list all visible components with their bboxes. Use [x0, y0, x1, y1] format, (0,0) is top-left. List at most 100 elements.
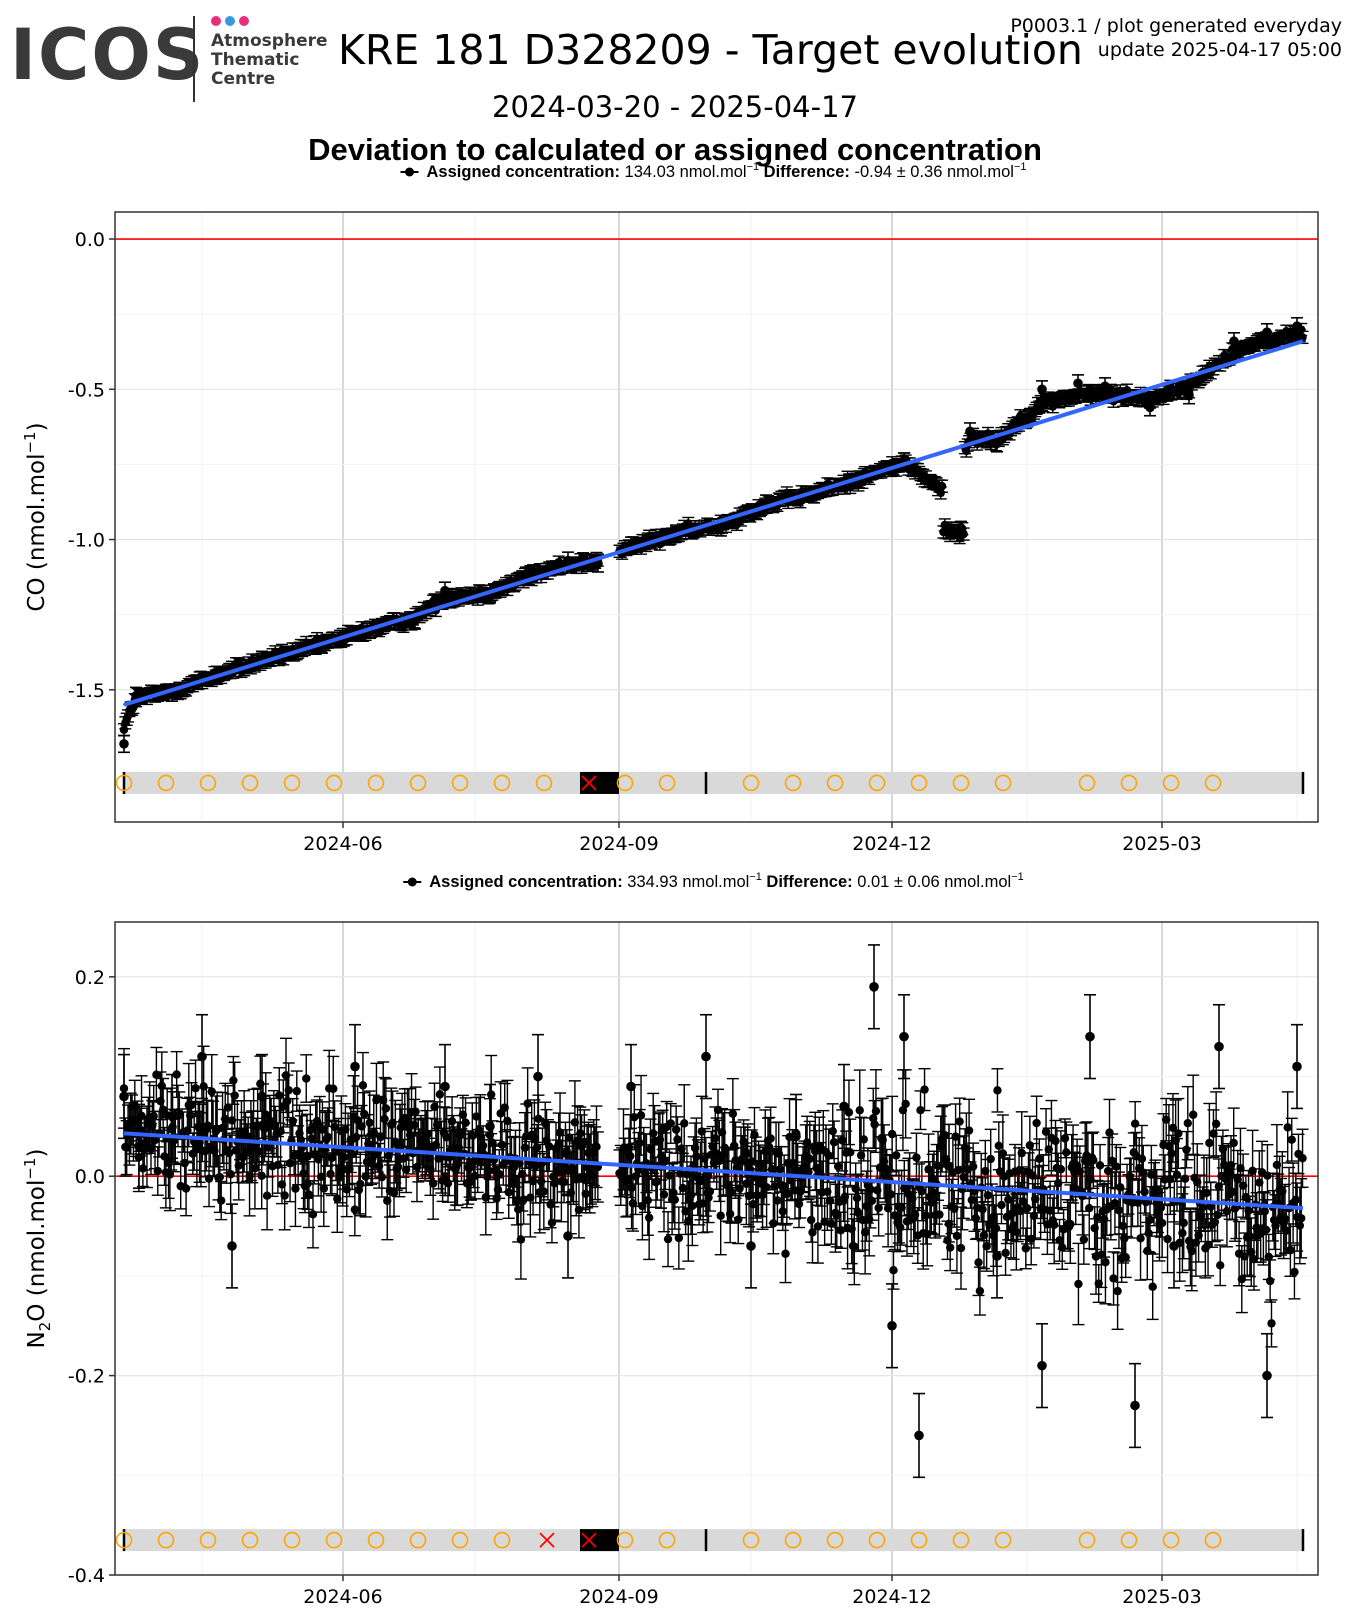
- data-point: [487, 1090, 496, 1099]
- x-tick-label: 2025-03: [1122, 833, 1201, 855]
- data-point: [360, 1109, 369, 1119]
- data-point: [308, 1210, 318, 1219]
- x-tick-label: 2024-12: [852, 833, 931, 855]
- data-point: [339, 1152, 349, 1162]
- legend-diff-label: Difference:: [762, 873, 857, 891]
- y-tick-label: -1.5: [68, 680, 105, 702]
- data-point: [327, 1153, 337, 1163]
- y-tick-label: -1.0: [68, 530, 105, 552]
- data-point: [381, 1104, 391, 1113]
- plot-id: P0003.1 / plot generated everyday: [1010, 15, 1342, 37]
- x-tick-label: 2024-06: [303, 833, 382, 855]
- data-point: [226, 1170, 235, 1179]
- legend-diff-label: Difference:: [759, 163, 854, 181]
- data-point: [410, 615, 420, 626]
- data-point: [495, 1169, 504, 1179]
- data-point: [531, 1161, 540, 1170]
- data-point: [319, 1184, 328, 1193]
- plot-info: P0003.1 / plot generated everyday update…: [1010, 14, 1342, 62]
- data-point: [1184, 390, 1194, 401]
- data-point: [428, 1179, 438, 1188]
- data-point: [350, 1205, 360, 1214]
- legend-assigned-value: 334.93 nmol.mol: [627, 873, 749, 891]
- data-point: [138, 1164, 148, 1173]
- x-tick-label: 2024-09: [579, 833, 658, 855]
- flag-circle: [1120, 774, 1138, 792]
- data-point: [447, 1117, 457, 1126]
- legend-key-point: [407, 877, 417, 887]
- logo-subtext: Atmosphere Thematic Centre: [211, 32, 328, 89]
- flag-circle: [1162, 774, 1180, 792]
- legend-key-point: [405, 167, 415, 177]
- plot-area: [115, 922, 1318, 1575]
- logo-subtext-line: Centre: [211, 69, 276, 89]
- data-point: [250, 1164, 260, 1173]
- data-point: [1037, 384, 1047, 395]
- flag-circle: [199, 774, 217, 792]
- data-point: [393, 1162, 403, 1172]
- data-point: [504, 1188, 513, 1197]
- logo-dot: [225, 16, 235, 26]
- data-point: [149, 1111, 158, 1121]
- data-cloud: [118, 316, 1309, 754]
- data-point: [521, 570, 531, 581]
- data-point: [223, 1103, 233, 1112]
- data-point: [323, 1132, 333, 1142]
- flag-circle: [409, 774, 427, 792]
- logo-subtext-line: Thematic: [211, 50, 300, 70]
- data-point: [539, 1187, 549, 1196]
- data-point: [356, 1179, 365, 1189]
- data-point: [516, 1235, 526, 1244]
- data-point: [1262, 327, 1272, 337]
- data-point: [937, 482, 947, 491]
- y-tick-label: -0.5: [68, 379, 105, 401]
- flag-circle: [826, 774, 844, 792]
- data-point: [959, 529, 968, 539]
- data-point: [229, 1076, 238, 1085]
- data-point: [1292, 321, 1302, 331]
- flag-circle: [367, 774, 385, 792]
- data-point: [944, 525, 954, 536]
- data-point: [302, 1074, 311, 1083]
- date-range: 2024-03-20 - 2025-04-17: [492, 90, 858, 124]
- plot-area: [115, 212, 1318, 822]
- legend: Assigned concentration: 334.93 nmol.mol−…: [429, 871, 1023, 891]
- chart-panel-1: Assigned concentration: 334.93 nmol.mol−…: [21, 871, 1319, 1608]
- flag-cross: [581, 775, 597, 791]
- legend-superscript: −1: [1011, 871, 1024, 883]
- data-point: [257, 1171, 266, 1181]
- legend-superscript: −1: [747, 161, 760, 173]
- flag-circle: [535, 774, 553, 792]
- flag-circle: [658, 774, 676, 792]
- data-point: [461, 1118, 470, 1127]
- legend-diff-value: 0.01 ± 0.06 nmol.mol: [857, 873, 1011, 891]
- update-time: update 2025-04-17 05:00: [1097, 39, 1342, 61]
- data-point: [153, 1166, 162, 1176]
- data-point: [520, 1143, 530, 1152]
- data-point: [435, 1090, 445, 1099]
- legend-assigned-value: 134.03 nmol.mol: [625, 163, 747, 181]
- data-point: [433, 1120, 442, 1129]
- flag-circle: [493, 774, 511, 792]
- plot-border: [114, 211, 1319, 823]
- legend-diff-value: -0.94 ± 0.36 nmol.mol: [854, 163, 1013, 181]
- data-point: [358, 1081, 368, 1090]
- data-point: [329, 1084, 338, 1093]
- data-point: [338, 1165, 347, 1174]
- logo-divider: [193, 16, 195, 102]
- data-point: [157, 1081, 166, 1091]
- legend: Assigned concentration: 134.03 nmol.mol−…: [427, 161, 1027, 181]
- data-point: [372, 1095, 381, 1105]
- trend-line: [123, 339, 1304, 707]
- flag-circle: [157, 774, 175, 792]
- data-point: [261, 1110, 270, 1119]
- data-point: [230, 1091, 239, 1100]
- flag-circle: [325, 774, 343, 792]
- flag-block: [580, 771, 619, 794]
- data-point: [291, 1184, 300, 1193]
- flag-circle: [115, 774, 133, 792]
- flag-circle: [868, 774, 886, 792]
- data-point: [119, 739, 129, 749]
- data-point: [288, 1116, 297, 1126]
